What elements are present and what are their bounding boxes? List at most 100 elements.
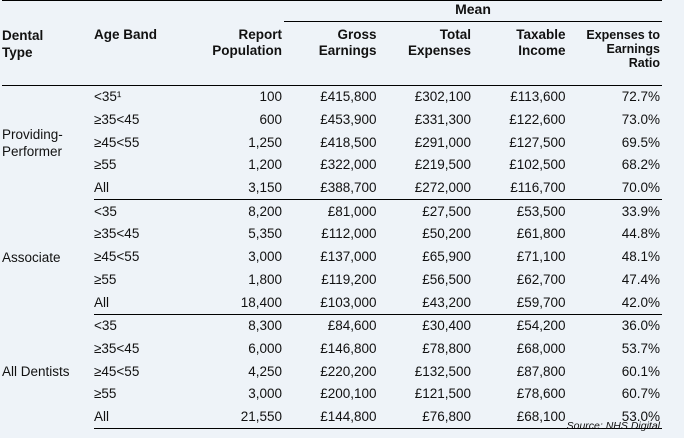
gross-earnings-cell: £388,700 xyxy=(284,176,379,201)
dental-type-cell: Associate xyxy=(2,249,61,265)
total-expenses-cell: £30,400 xyxy=(422,318,471,334)
report-population-cell: 18,400 xyxy=(186,291,284,315)
taxable-income-cell: £102,500 xyxy=(509,157,566,173)
dental-type-cell: All Dentists xyxy=(2,364,70,380)
gross-earnings-cell: £146,800 xyxy=(320,340,377,356)
taxable-income-header: Taxable Income xyxy=(473,21,568,86)
total-expenses-cell: £291,000 xyxy=(414,134,471,150)
total-expenses-cell: £43,200 xyxy=(378,291,473,315)
total-expenses-cell: £132,500 xyxy=(414,363,471,379)
earnings-table: Mean Dental Type Age Band Report Populat… xyxy=(2,0,662,430)
table-row: All 18,400 £103,000 £43,200 £59,700 42.0% xyxy=(2,291,662,315)
dental-type-cell: Providing- Performer xyxy=(2,126,63,159)
gross-earnings-header: Gross Earnings xyxy=(284,21,379,86)
taxable-income-cell: £61,800 xyxy=(516,226,566,242)
total-expenses-cell: £302,100 xyxy=(414,89,471,105)
expenses-ratio-cell: 70.0% xyxy=(567,176,662,201)
expenses-ratio-cell: 48.1% xyxy=(621,249,660,265)
table-row: ≥55 1,800 £119,200 £56,500 £62,700 47.4% xyxy=(2,269,662,292)
total-expenses-cell: £272,000 xyxy=(378,176,473,201)
taxable-income-cell: £53,500 xyxy=(516,203,566,219)
age-band-cell: <35¹ xyxy=(94,89,122,105)
table-body: Providing- Performer <35¹ 100 £415,800 £302,1… xyxy=(2,86,662,430)
report-population-cell: 21,550 xyxy=(186,405,284,430)
report-population-cell: 8,300 xyxy=(248,318,282,334)
report-population-cell: 6,000 xyxy=(248,340,282,356)
mean-header: Mean xyxy=(284,0,662,22)
total-expenses-cell: £78,800 xyxy=(422,340,471,356)
taxable-income-cell: £71,100 xyxy=(516,249,566,265)
total-expenses-cell: £56,500 xyxy=(422,271,471,287)
total-expenses-cell: £50,200 xyxy=(422,226,471,242)
report-population-cell: 4,250 xyxy=(248,363,282,379)
age-band-cell: ≥55 xyxy=(94,271,117,287)
total-expenses-cell: £331,300 xyxy=(414,112,471,128)
total-expenses-cell: £27,500 xyxy=(422,203,471,219)
expenses-ratio-cell: 68.2% xyxy=(621,157,660,173)
expenses-ratio-cell: 53.7% xyxy=(621,340,660,356)
taxable-income-cell: £116,700 xyxy=(473,176,568,201)
taxable-income-cell: £78,600 xyxy=(516,386,566,402)
table-row: ≥35<45 5,350 £112,000 £50,200 £61,800 44.8% xyxy=(2,223,662,246)
gross-earnings-cell: £84,600 xyxy=(327,318,377,334)
table-row: Providing- Performer <35¹ 100 £415,800 £302,1… xyxy=(2,86,662,159)
taxable-income-cell: £54,200 xyxy=(516,318,566,334)
taxable-income-cell: £68,100 xyxy=(473,405,568,430)
expenses-ratio-cell: 60.7% xyxy=(621,386,660,402)
header-row-columns: Dental Type Age Band Report Population G… xyxy=(2,21,662,86)
report-population-cell: 1,800 xyxy=(248,271,282,287)
age-band-cell: ≥35<45 xyxy=(94,226,140,242)
expenses-ratio-cell: 72.7% xyxy=(621,89,660,105)
source-note: Source: NHS Digital xyxy=(566,420,660,432)
gross-earnings-cell: £103,000 xyxy=(284,291,379,315)
report-population-cell: 8,200 xyxy=(248,203,282,219)
expenses-ratio-cell: 73.0% xyxy=(621,112,660,128)
gross-earnings-cell: £112,000 xyxy=(321,226,377,242)
age-band-cell: <35 xyxy=(94,203,117,219)
gross-earnings-cell: £81,000 xyxy=(327,203,377,219)
gross-earnings-cell: £418,500 xyxy=(320,134,377,150)
taxable-income-cell: £87,800 xyxy=(516,363,566,379)
total-expenses-header: Total Expenses xyxy=(378,21,473,86)
table-row: All Dentists <35 8,300 £84,600 £30,400 £54,20… xyxy=(2,314,662,379)
age-band-cell: ≥35<45 xyxy=(94,112,140,128)
taxable-income-cell: £122,600 xyxy=(509,112,566,128)
table-row: ≥55 3,000 £200,100 £121,500 £78,600 60.7% xyxy=(2,383,662,406)
gross-earnings-cell: £119,200 xyxy=(321,271,377,287)
age-band-cell: <35 xyxy=(94,318,117,334)
taxable-income-cell: £59,700 xyxy=(473,291,568,315)
report-population-header: Report Population xyxy=(186,21,284,86)
gross-earnings-cell: £144,800 xyxy=(284,405,379,430)
expenses-ratio-cell: 47.4% xyxy=(621,271,660,287)
gross-earnings-cell: £322,000 xyxy=(320,157,377,173)
report-population-cell: 3,150 xyxy=(186,176,284,201)
gross-earnings-cell: £415,800 xyxy=(320,89,377,105)
age-band-cell: ≥45<55 xyxy=(94,134,140,150)
taxable-income-cell: £68,000 xyxy=(516,340,566,356)
expenses-ratio-cell: 53.0% xyxy=(567,405,662,430)
age-band-cell: All xyxy=(94,176,186,201)
dental-type-header: Dental Type xyxy=(2,21,94,86)
gross-earnings-cell: £137,000 xyxy=(320,249,377,265)
gross-earnings-cell: £453,900 xyxy=(320,112,377,128)
table-row: ≥45<55 4,250 £220,200 £132,500 £87,800 60.1% xyxy=(2,360,662,383)
report-population-cell: 5,350 xyxy=(248,226,282,242)
expenses-ratio-cell: 69.5% xyxy=(621,134,660,150)
age-band-cell: All xyxy=(94,405,186,430)
expenses-ratio-header: Expenses to Earnings Ratio xyxy=(567,21,662,86)
table-row: ≥35<45 600 £453,900 £331,300 £122,600 73.0% xyxy=(2,109,662,132)
expenses-ratio-cell: 44.8% xyxy=(621,226,660,242)
report-population-cell: 3,000 xyxy=(248,386,282,402)
table-row: ≥35<45 6,000 £146,800 £78,800 £68,000 53.7% xyxy=(2,338,662,361)
total-expenses-cell: £76,800 xyxy=(378,405,473,430)
gross-earnings-cell: £200,100 xyxy=(320,386,377,402)
age-band-cell: ≥55 xyxy=(94,386,117,402)
table-row: Associate <35 8,200 £81,000 £27,500 £53,500 33… xyxy=(2,200,662,265)
header-row-mean: Mean xyxy=(2,0,662,22)
table-header: Mean Dental Type Age Band Report Populat… xyxy=(2,0,662,86)
table-row: ≥55 1,200 £322,000 £219,500 £102,500 68.2% xyxy=(2,154,662,177)
age-band-cell: ≥45<55 xyxy=(94,249,140,265)
age-band-cell: All xyxy=(94,291,186,315)
table-row: ≥45<55 1,250 £418,500 £291,000 £127,500 69.5% xyxy=(2,131,662,154)
age-band-cell: ≥45<55 xyxy=(94,363,140,379)
